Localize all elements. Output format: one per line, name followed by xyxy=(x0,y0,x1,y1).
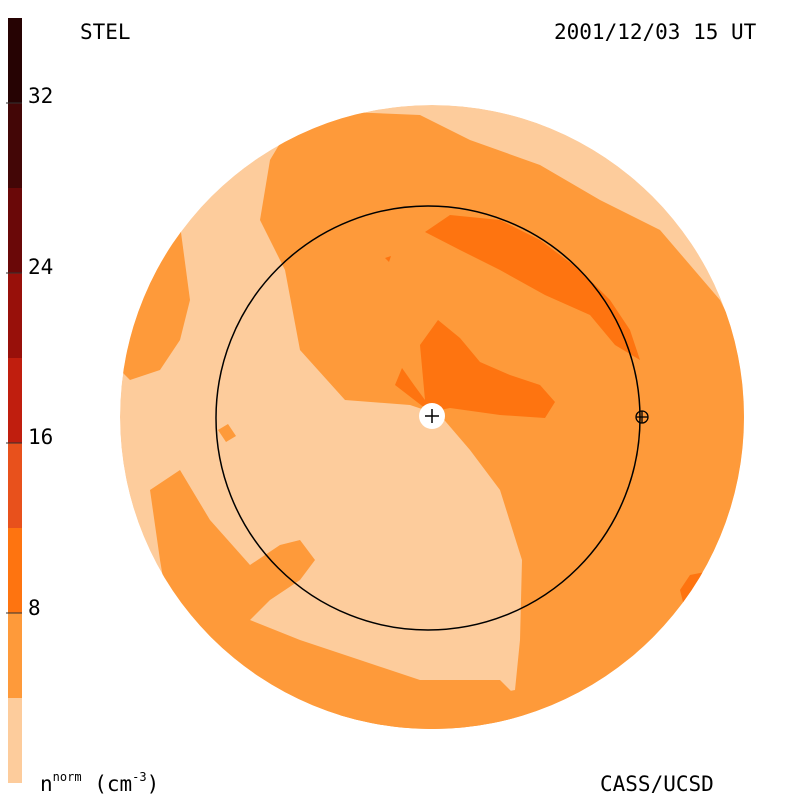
instrument-label: STEL xyxy=(80,20,131,44)
density-disk xyxy=(120,105,744,729)
unit-open: (cm xyxy=(94,772,133,796)
region-mid-density-left-spot xyxy=(218,424,236,442)
sun-plus-icon xyxy=(419,403,445,429)
unit-close: ) xyxy=(146,772,160,796)
colorbar-segment xyxy=(8,443,22,528)
unit-symbol: n xyxy=(40,772,53,796)
unit-superscript: norm xyxy=(52,770,82,784)
region-high-density-central xyxy=(395,320,555,418)
colorbar xyxy=(6,18,22,783)
unit-exponent: -3 xyxy=(132,770,147,784)
region-mid-density-main xyxy=(260,110,744,729)
colorbar-segment xyxy=(8,188,22,273)
colorbar-segment xyxy=(8,273,22,358)
colorbar-tick-label: 16 xyxy=(28,425,54,449)
colorbar-segment xyxy=(8,698,22,783)
timestamp-label: 2001/12/03 15 UT xyxy=(554,20,757,44)
earth-orbit-circle xyxy=(215,205,641,631)
earth-crosshair-icon xyxy=(635,410,649,424)
colorbar-segment xyxy=(8,613,22,698)
colorbar-tick-label: 8 xyxy=(28,596,41,620)
colorbar-segment xyxy=(8,18,22,103)
colorbar-tick-label: 24 xyxy=(28,255,54,279)
region-high-density-north xyxy=(425,215,640,360)
colorbar-tick-label: 32 xyxy=(28,84,54,108)
credit-label: CASS/UCSD xyxy=(600,772,714,796)
colorbar-segment xyxy=(8,358,22,443)
colorbar-segment xyxy=(8,528,22,613)
region-high-density-speck xyxy=(385,256,391,262)
colorbar-unit-label: nnorm (cm-3) xyxy=(40,770,159,796)
colorbar-segment xyxy=(8,103,22,188)
